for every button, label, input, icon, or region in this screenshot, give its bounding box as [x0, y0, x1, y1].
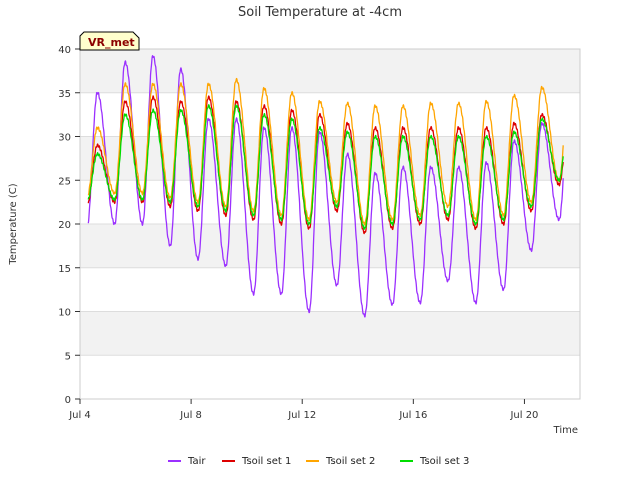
- x-tick-label: Jul 20: [509, 410, 538, 421]
- x-tick-label: Jul 8: [179, 410, 202, 421]
- grid-band: [80, 311, 580, 356]
- y-tick-label: 10: [58, 308, 71, 319]
- series-line-tsoil-set-3: [87, 104, 564, 230]
- legend: Tair Tsoil set 1 Tsoil set 2 Tsoil set 3: [168, 456, 469, 467]
- y-tick-label: 30: [58, 133, 71, 144]
- y-tick-label: 40: [58, 45, 71, 56]
- y-tick-label: 20: [58, 220, 71, 231]
- y-tick-label: 0: [65, 395, 71, 406]
- site-badge: VR_met: [79, 31, 140, 51]
- y-tick-label: 25: [58, 176, 71, 187]
- site-badge-shape: [79, 31, 140, 51]
- y-axis-ticks: 0 5 10 15 20 25 30 35 40: [58, 45, 80, 406]
- y-tick-label: 35: [58, 89, 71, 100]
- y-tick-label: 15: [58, 264, 71, 275]
- legend-label: Tsoil set 1: [241, 456, 291, 467]
- legend-label: Tair: [187, 456, 206, 467]
- series-layer: [87, 55, 564, 318]
- grid-bands: [80, 49, 580, 356]
- legend-label: Tsoil set 2: [325, 456, 375, 467]
- series-line-tsoil-set-2: [87, 77, 564, 226]
- x-tick-label: Jul 12: [287, 410, 316, 421]
- y-tick-label: 5: [65, 351, 71, 362]
- x-tick-label: Jul 16: [398, 410, 427, 421]
- site-badge-label: VR_met: [88, 36, 135, 49]
- x-tick-label: Jul 4: [68, 410, 91, 421]
- chart-title: Soil Temperature at -4cm: [238, 5, 402, 20]
- y-axis-label: Temperature (C): [8, 183, 19, 265]
- x-axis-label: Time: [553, 425, 578, 436]
- x-axis-ticks: Jul 4 Jul 8 Jul 12 Jul 16 Jul 20: [68, 399, 538, 421]
- legend-label: Tsoil set 3: [419, 456, 469, 467]
- series-line-tair: [87, 55, 564, 318]
- grid-band: [80, 49, 580, 93]
